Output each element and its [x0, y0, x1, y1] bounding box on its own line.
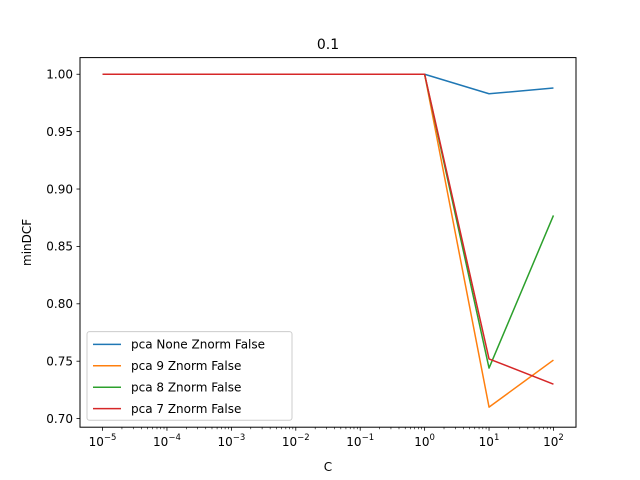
y-tick-label: 0.70 [46, 412, 73, 426]
x-axis-ticks: 10−5 10−4 10−3 10−2 10−1 100 101 102 [89, 427, 564, 449]
y-tick-label: 0.85 [46, 240, 73, 254]
x-tick-label: 10−1 [346, 433, 374, 449]
y-tick-label: 0.75 [46, 355, 73, 369]
x-tick-label: 101 [479, 433, 500, 449]
x-tick-label: 102 [543, 433, 564, 449]
x-tick-label: 10−5 [89, 433, 117, 449]
x-tick-label: 100 [414, 433, 435, 449]
legend-label: pca 9 Znorm False [131, 359, 241, 373]
chart-title: 0.1 [317, 37, 339, 53]
x-tick-label: 10−3 [217, 433, 245, 449]
y-tick-label: 0.90 [46, 182, 73, 196]
x-axis-label: C [324, 460, 332, 474]
series-layer [102, 73, 555, 408]
x-tick-label: 10−4 [153, 433, 181, 449]
y-axis-ticks: 0.70 0.75 0.80 0.85 0.90 0.95 1.00 [46, 68, 80, 426]
y-axis-label: minDCF [20, 219, 34, 266]
x-tick-label: 10−2 [282, 433, 310, 449]
y-tick-label: 0.80 [46, 297, 73, 311]
y-tick-label: 1.00 [46, 68, 73, 82]
legend-label: pca None Znorm False [131, 338, 265, 352]
series-line-4 [102, 73, 554, 385]
legend-label: pca 8 Znorm False [131, 381, 241, 395]
y-tick-label: 0.95 [46, 125, 73, 139]
legend: pca None Znorm False pca 9 Znorm False pca… [86, 331, 293, 421]
legend-label: pca 7 Znorm False [131, 402, 241, 416]
legend-box [86, 331, 293, 421]
